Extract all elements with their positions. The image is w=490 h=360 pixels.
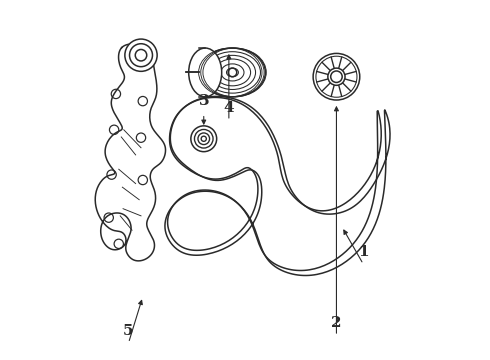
Circle shape bbox=[191, 126, 217, 152]
Text: 1: 1 bbox=[358, 245, 368, 259]
Ellipse shape bbox=[189, 48, 221, 97]
Text: 3: 3 bbox=[198, 94, 209, 108]
Circle shape bbox=[328, 68, 345, 85]
Circle shape bbox=[313, 53, 360, 100]
Polygon shape bbox=[95, 44, 166, 261]
Text: 5: 5 bbox=[123, 324, 134, 338]
Ellipse shape bbox=[199, 48, 266, 97]
Text: 4: 4 bbox=[223, 101, 234, 115]
Text: 2: 2 bbox=[331, 316, 342, 330]
Circle shape bbox=[125, 39, 157, 71]
